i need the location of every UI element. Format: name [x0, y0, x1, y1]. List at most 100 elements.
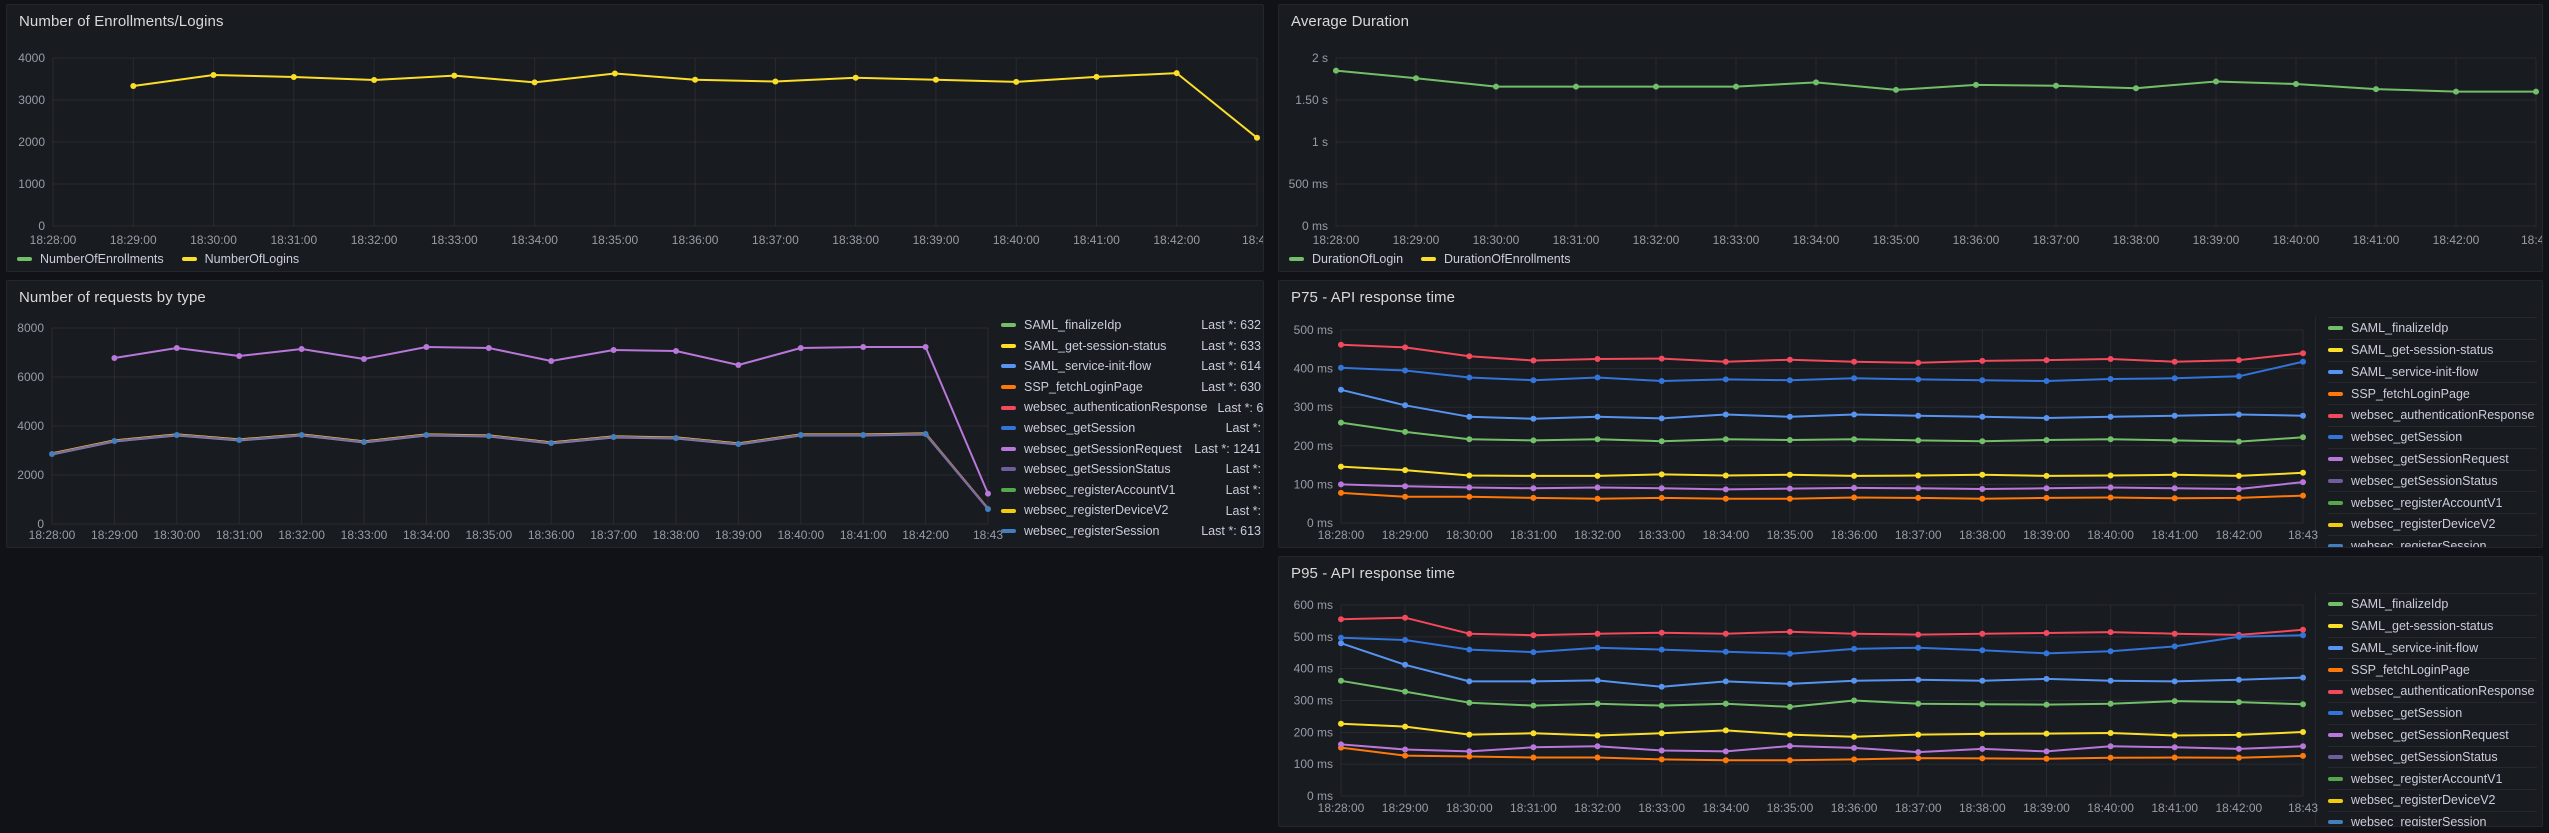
legend-item-websec_getSession[interactable]: websec_getSession [2328, 701, 2537, 724]
legend-item-SSP_fetchLoginPage[interactable]: SSP_fetchLoginPage [2328, 382, 2537, 404]
panel-title[interactable]: Average Duration [1291, 13, 1410, 30]
svg-text:18:33:00: 18:33:00 [431, 233, 478, 247]
svg-text:18:31:00: 18:31:00 [216, 528, 263, 542]
svg-text:18:32:00: 18:32:00 [1574, 801, 1621, 815]
panel-number-of-enrollments-logins: Number of Enrollments/Logins 4000 3000 200… [6, 4, 1264, 272]
svg-text:18:42:00: 18:42:00 [1153, 233, 1200, 247]
panel-title[interactable]: P75 - API response time [1291, 289, 1456, 306]
panel-title[interactable]: Number of requests by type [19, 289, 206, 306]
legend-item-label: SAML_get-session-status [1024, 338, 1167, 353]
svg-text:18:35:00: 18:35:00 [1767, 801, 1814, 815]
legend-item-SAML_get-session-status[interactable]: SAML_get-session-status Last *: 633 [1001, 336, 1261, 357]
svg-text:18:43: 18:43 [2288, 528, 2318, 542]
svg-text:18:31:00: 18:31:00 [270, 233, 317, 247]
legend-item-websec_getSession[interactable]: websec_getSession Last *: [1001, 418, 1261, 439]
legend-item-websec_registerAccountV1[interactable]: websec_registerAccountV1 Last *: [1001, 480, 1261, 501]
panel-header[interactable]: Number of requests by type [7, 281, 1263, 311]
panel-p75-api-response-time: P75 - API response time 500 ms 400 ms 300 … [1278, 280, 2543, 548]
legend-item-websec_registerAccountV1[interactable]: websec_registerAccountV1 [2328, 767, 2537, 789]
svg-text:18:39:00: 18:39:00 [715, 528, 762, 542]
svg-text:18:38:00: 18:38:00 [1959, 528, 2006, 542]
legend-item-NumberOfEnrollments[interactable]: NumberOfEnrollments [17, 253, 164, 266]
svg-text:18:40:00: 18:40:00 [2087, 528, 2134, 542]
svg-text:2000: 2000 [18, 135, 45, 149]
legend-item-websec_registerDeviceV2[interactable]: websec_registerDeviceV2 [2328, 513, 2537, 535]
svg-text:3000: 3000 [18, 93, 45, 107]
panel-title[interactable]: P95 - API response time [1291, 565, 1456, 582]
legend-last-value: Last *: 633 [1201, 338, 1261, 353]
svg-text:18:36:00: 18:36:00 [528, 528, 575, 542]
svg-text:18:43: 18:43 [2521, 233, 2543, 247]
legend-item-websec_getSessionRequest[interactable]: websec_getSessionRequest [2328, 723, 2537, 746]
enrollments-logins-legend: NumberOfEnrollments NumberOfLogins [17, 253, 299, 266]
svg-text:500 ms: 500 ms [1294, 630, 1333, 644]
enrollments-logins-plot-area[interactable]: 4000 3000 2000 1000 0 18:28:00 18:29:00 18:30:0… [7, 5, 1263, 271]
legend-item-SAML_finalizeIdp[interactable]: SAML_finalizeIdp Last *: 632 [1001, 315, 1261, 336]
legend-item-websec_registerSession[interactable]: websec_registerSession Last *: 613 [1001, 521, 1261, 542]
svg-text:18:28:00: 18:28:00 [1318, 528, 1365, 542]
legend-item-websec_registerSession[interactable]: websec_registerSession [2328, 810, 2537, 827]
svg-text:18:35:00: 18:35:00 [465, 528, 512, 542]
panel-header[interactable]: P95 - API response time [1279, 557, 2542, 587]
legend-item-websec_getSessionRequest[interactable]: websec_getSessionRequest Last *: 1241 [1001, 439, 1261, 460]
legend-item-websec_registerDeviceV2[interactable]: websec_registerDeviceV2 Last *: [1001, 500, 1261, 521]
svg-text:0: 0 [37, 517, 44, 531]
legend-item-websec_authenticationResponse[interactable]: websec_authenticationResponse Last *: 623 [1001, 397, 1263, 418]
panel-header[interactable]: Average Duration [1279, 5, 2542, 35]
svg-text:18:33:00: 18:33:00 [1638, 528, 1685, 542]
legend-item-SAML_finalizeIdp[interactable]: SAML_finalizeIdp [2328, 593, 2537, 615]
legend-item-SAML_service-init-flow[interactable]: SAML_service-init-flow [2328, 636, 2537, 659]
legend-item-SAML_get-session-status[interactable]: SAML_get-session-status [2328, 614, 2537, 637]
legend-item-label: SSP_fetchLoginPage [2351, 386, 2470, 401]
svg-text:18:29:00: 18:29:00 [1382, 801, 1429, 815]
panel-header[interactable]: Number of Enrollments/Logins [7, 5, 1263, 35]
legend-item-SAML_finalizeIdp[interactable]: SAML_finalizeIdp [2328, 317, 2537, 339]
series-color-icon [2328, 645, 2343, 650]
svg-text:18:43: 18:43 [973, 528, 1003, 542]
svg-text:2 s: 2 s [1312, 51, 1328, 65]
svg-text:18:42:00: 18:42:00 [2216, 801, 2263, 815]
legend-item-websec_registerSession[interactable]: websec_registerSession [2328, 534, 2537, 547]
p95-plot-area[interactable]: 600 ms 500 ms 400 ms 300 ms 200 ms 100 ms 0 ms… [1279, 557, 2542, 826]
svg-text:18:30:00: 18:30:00 [153, 528, 200, 542]
series-color-icon [1289, 257, 1304, 262]
svg-text:18:33:00: 18:33:00 [341, 528, 388, 542]
legend-item-websec_getSessionStatus[interactable]: websec_getSessionStatus [2328, 745, 2537, 768]
legend-item-websec_authenticationResponse[interactable]: websec_authenticationResponse [2328, 404, 2537, 426]
legend-item-websec_registerDeviceV2[interactable]: websec_registerDeviceV2 [2328, 789, 2537, 811]
svg-text:500 ms: 500 ms [1289, 177, 1328, 191]
legend-item-websec_getSessionRequest[interactable]: websec_getSessionRequest [2328, 447, 2537, 470]
series-color-icon [2328, 369, 2343, 374]
legend-item-label: websec_registerAccountV1 [1024, 482, 1176, 497]
legend-item-websec_getSessionStatus[interactable]: websec_getSessionStatus Last *: [1001, 459, 1261, 480]
requests-by-type-plot-area[interactable]: 8000 6000 4000 2000 0 18:28:00 18:29:00 18:30:0… [7, 281, 1263, 547]
legend-item-websec_getSession[interactable]: websec_getSession [2328, 425, 2537, 448]
legend-item-SSP_fetchLoginPage[interactable]: SSP_fetchLoginPage Last *: 630 [1001, 377, 1261, 398]
requests-by-type-legend: SAML_finalizeIdp Last *: 632 SAML_get-sess… [1001, 315, 1263, 542]
legend-item-SAML_service-init-flow[interactable]: SAML_service-init-flow Last *: 614 [1001, 356, 1261, 377]
legend-item-websec_getSessionStatus[interactable]: websec_getSessionStatus [2328, 469, 2537, 492]
legend-item-label: SAML_service-init-flow [2351, 364, 2479, 379]
svg-text:600 ms: 600 ms [1294, 598, 1333, 612]
legend-item-websec_authenticationResponse[interactable]: websec_authenticationResponse [2328, 680, 2537, 702]
average-duration-legend: DurationOfLogin DurationOfEnrollments [1289, 253, 1570, 266]
legend-item-DurationOfEnrollments[interactable]: DurationOfEnrollments [1421, 253, 1570, 266]
p75-api-response-time-svg: 500 ms 400 ms 300 ms 200 ms 100 ms 0 ms18:28:… [1294, 323, 2319, 542]
average-duration-plot-area[interactable]: 2 s 1.50 s 1 s 500 ms 0 ms 18:28:00 18:29:00 18… [1279, 5, 2543, 271]
svg-text:1000: 1000 [18, 177, 45, 191]
panel-title[interactable]: Number of Enrollments/Logins [19, 13, 224, 30]
svg-text:8000: 8000 [17, 321, 44, 335]
legend-item-websec_registerAccountV1[interactable]: websec_registerAccountV1 [2328, 491, 2537, 513]
legend-item-DurationOfLogin[interactable]: DurationOfLogin [1289, 253, 1403, 266]
legend-item-SSP_fetchLoginPage[interactable]: SSP_fetchLoginPage [2328, 658, 2537, 680]
panel-header[interactable]: P75 - API response time [1279, 281, 2542, 311]
legend-item-SAML_service-init-flow[interactable]: SAML_service-init-flow [2328, 360, 2537, 383]
legend-item-label: websec_registerSession [2351, 815, 2487, 827]
svg-text:18:38:00: 18:38:00 [2113, 233, 2160, 247]
legend-item-NumberOfLogins[interactable]: NumberOfLogins [181, 253, 299, 266]
p75-plot-area[interactable]: 500 ms 400 ms 300 ms 200 ms 100 ms 0 ms 18:28:… [1279, 281, 2542, 547]
legend-item-label: websec_authenticationResponse [2351, 408, 2535, 423]
legend-last-value: Last *: [1225, 483, 1261, 498]
svg-text:0 ms: 0 ms [1307, 789, 1333, 803]
legend-item-SAML_get-session-status[interactable]: SAML_get-session-status [2328, 338, 2537, 361]
